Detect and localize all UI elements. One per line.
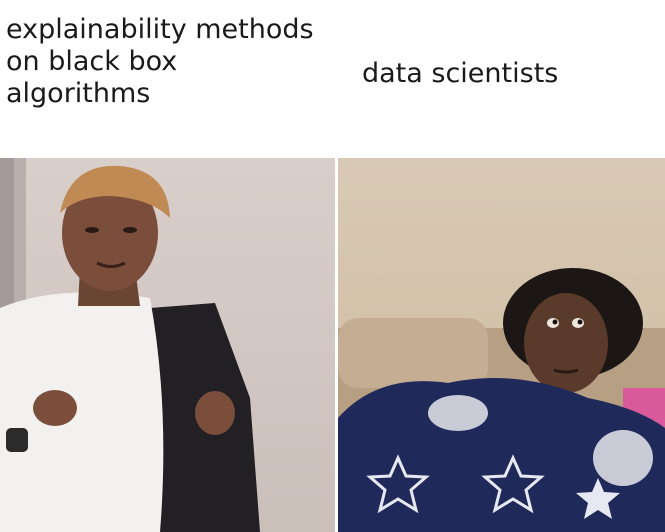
caption-explainability-methods: explainability methods on black box algo… [6,14,366,110]
panel-divider [335,158,338,532]
left-hand [33,390,77,426]
photo-ignoring-woman [338,158,665,532]
photo-pleading-woman [0,158,335,532]
ignoring-woman-illustration [338,268,665,532]
right-hand [195,391,235,435]
caption-line-2: on black box [6,46,178,77]
caption-line-1: explainability methods [6,14,314,45]
white-shirt [0,292,164,532]
headwrap [60,165,170,218]
wristwatch [6,428,28,452]
face [62,175,158,291]
couch-cushion [338,318,488,388]
caption-data-scientists: data scientists [362,58,559,89]
caption-line-3: algorithms [6,78,151,109]
pleading-woman-illustration [0,158,260,532]
face [524,293,608,393]
